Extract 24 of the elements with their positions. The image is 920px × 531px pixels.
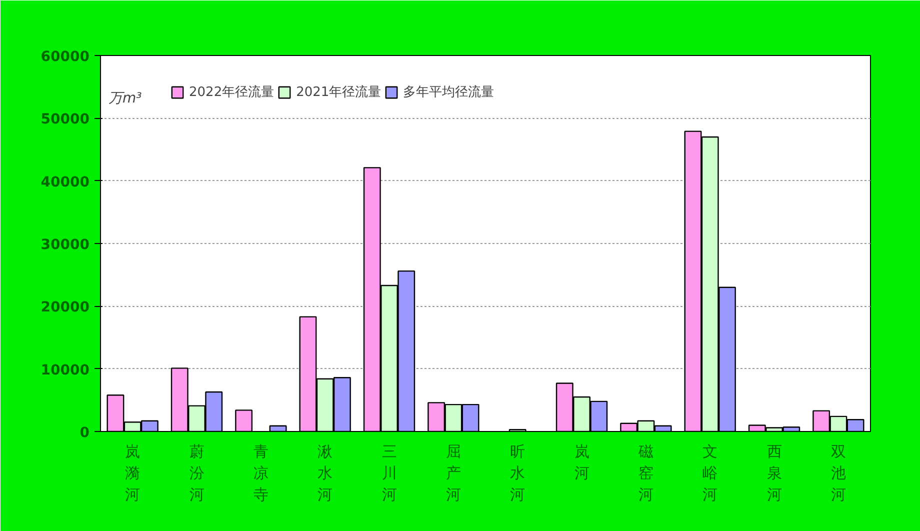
x-tick-label: 岚漪河: [125, 442, 140, 504]
x-tick-label: 蔚汾河: [189, 442, 204, 504]
y-tick-label: 60000: [40, 49, 90, 65]
x-tick-label: 西泉河: [766, 442, 782, 504]
legend-label: 2022年径流量: [189, 84, 274, 101]
x-tick-label: 磁窑河: [637, 442, 654, 504]
bar: [235, 410, 253, 432]
y-tick-label: 30000: [40, 237, 90, 253]
x-tick-label: 青凉寺: [253, 442, 268, 504]
y-tick-label: 50000: [40, 112, 90, 128]
annotation: 万m³: [108, 90, 142, 106]
y-tick-label: 0: [80, 425, 90, 441]
y-tick-label: 40000: [40, 174, 90, 190]
y-tick-label: 10000: [40, 362, 90, 378]
y-tick-label: 20000: [40, 300, 90, 316]
x-tick-label: 文峪河: [702, 442, 718, 504]
x-tick-label: 双池河: [830, 442, 846, 504]
legend-label: 2021年径流量: [296, 84, 382, 101]
x-tick-label: 屈产河: [446, 442, 461, 504]
x-tick-label: 岚河: [574, 442, 590, 482]
x-tick-label: 三川河: [382, 442, 397, 504]
x-tick-label: 湫水河: [318, 442, 333, 504]
x-tick-label: 昕水河: [510, 442, 526, 504]
legend-label: 多年平均径流量: [403, 84, 494, 101]
